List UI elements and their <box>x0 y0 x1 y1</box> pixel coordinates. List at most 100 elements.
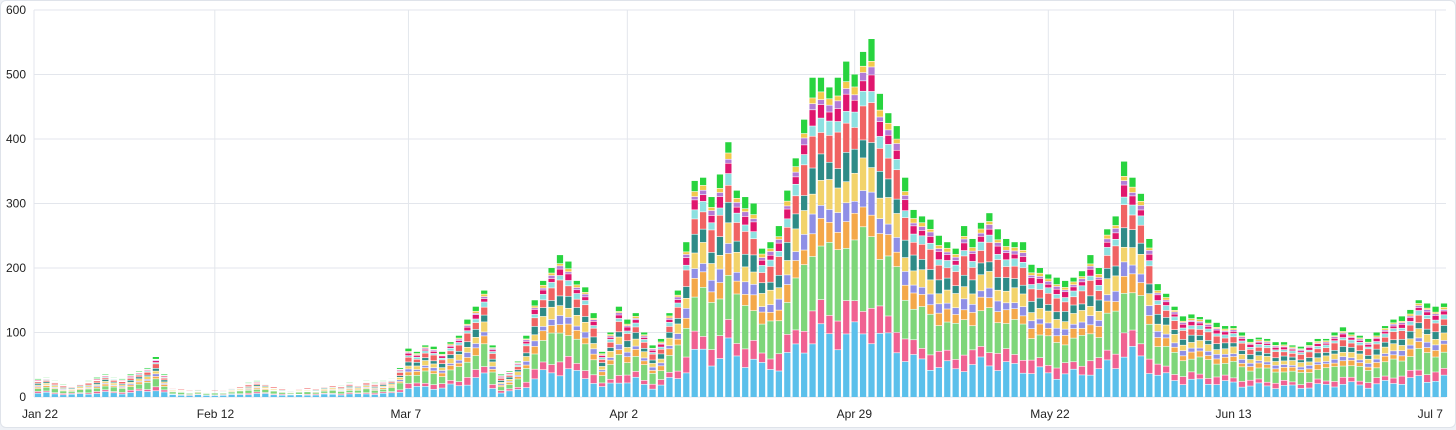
bar-segment <box>590 349 597 354</box>
bar-segment <box>700 263 707 272</box>
bar-stack <box>615 306 623 397</box>
bar-segment <box>1213 336 1220 344</box>
bar-segment <box>590 328 597 337</box>
bar-segment <box>1264 386 1271 397</box>
bar-segment <box>960 256 968 275</box>
bar-segment <box>1087 255 1094 264</box>
bar-segment <box>1297 349 1304 351</box>
bar-segment <box>716 236 724 256</box>
bar-segment <box>119 386 126 388</box>
bar-segment <box>834 188 841 213</box>
bar-segment <box>1238 343 1246 351</box>
bar-segment <box>801 154 808 165</box>
bar-segment <box>540 370 547 397</box>
bar-segment <box>455 351 463 355</box>
bar-segment <box>801 145 808 155</box>
bar-segment <box>607 332 614 335</box>
bar-stack <box>211 390 218 397</box>
bar-segment <box>885 158 892 179</box>
bar-segment <box>910 285 917 293</box>
bar-segment <box>1348 377 1355 382</box>
bar-segment <box>135 384 143 389</box>
bar-segment <box>556 255 564 264</box>
bar-segment <box>683 257 690 265</box>
bar-segment <box>960 239 968 243</box>
bar-segment <box>986 308 993 353</box>
bar-segment <box>817 299 825 324</box>
bar-segment <box>1196 335 1203 341</box>
bar-segment <box>1221 326 1229 329</box>
bar-segment <box>1019 360 1027 373</box>
bar-segment <box>657 379 665 385</box>
bar-stack <box>733 190 740 397</box>
bar-segment <box>691 253 698 269</box>
bar-segment <box>1196 317 1203 320</box>
bar-segment <box>893 252 900 267</box>
bar-segment <box>902 211 909 218</box>
bar-segment <box>1078 328 1086 336</box>
bar-segment <box>700 212 707 229</box>
bar-segment <box>910 226 917 234</box>
bar-segment <box>1264 343 1271 345</box>
bar-segment <box>624 324 631 326</box>
bar-segment <box>1272 388 1279 397</box>
bar-segment <box>548 288 555 301</box>
bar-segment <box>422 365 429 368</box>
bar-stack <box>85 380 92 397</box>
bar-segment <box>1171 317 1178 321</box>
bar-segment <box>784 190 791 201</box>
bar-segment <box>321 394 328 397</box>
bar-segment <box>1314 384 1321 397</box>
bar-segment <box>986 262 993 272</box>
bar-segment <box>540 331 547 341</box>
bar-segment <box>792 172 799 177</box>
bar-segment <box>1078 304 1086 311</box>
bar-segment <box>556 280 564 296</box>
bar-segment <box>1078 366 1086 375</box>
bar-segment <box>1120 276 1128 294</box>
bar-segment <box>1381 331 1389 334</box>
bar-segment <box>489 359 496 362</box>
bar-segment <box>573 287 580 290</box>
bar-segment <box>733 241 740 253</box>
bar-segment <box>1104 235 1111 239</box>
bar-segment <box>1331 350 1338 354</box>
bar-stack <box>540 280 547 397</box>
bar-stack <box>885 113 892 397</box>
bar-segment <box>464 362 471 378</box>
bar-segment <box>910 354 917 397</box>
bar-segment <box>161 382 168 384</box>
bar-segment <box>1415 328 1422 338</box>
bar-segment <box>590 375 597 384</box>
bar-segment <box>1381 342 1389 347</box>
bar-stack <box>363 380 370 397</box>
bar-segment <box>1036 324 1043 335</box>
bar-segment <box>666 313 673 316</box>
bar-segment <box>893 332 900 353</box>
bar-stack <box>1247 338 1254 397</box>
bar-segment <box>1171 334 1178 343</box>
bar-segment <box>691 234 698 253</box>
bar-segment <box>93 383 101 385</box>
bar-segment <box>801 353 808 397</box>
bar-segment <box>1205 329 1212 332</box>
bar-segment <box>960 299 968 310</box>
bar-segment <box>716 196 724 208</box>
bar-segment <box>1028 275 1035 278</box>
bar-segment <box>1087 361 1094 375</box>
bar-segment <box>641 361 648 365</box>
bar-stack <box>178 389 185 397</box>
bar-segment <box>969 294 976 305</box>
bar-segment <box>1045 274 1052 279</box>
bar-segment <box>51 394 58 397</box>
bar-segment <box>1373 378 1380 384</box>
bar-segment <box>1003 246 1010 250</box>
bar-segment <box>1356 342 1363 345</box>
bar-segment <box>1019 294 1027 307</box>
bar-segment <box>910 234 917 242</box>
bar-stack <box>859 51 867 397</box>
bar-segment <box>944 248 951 252</box>
bar-segment <box>1188 379 1195 397</box>
bar-segment <box>110 386 117 387</box>
bar-segment <box>422 371 429 383</box>
